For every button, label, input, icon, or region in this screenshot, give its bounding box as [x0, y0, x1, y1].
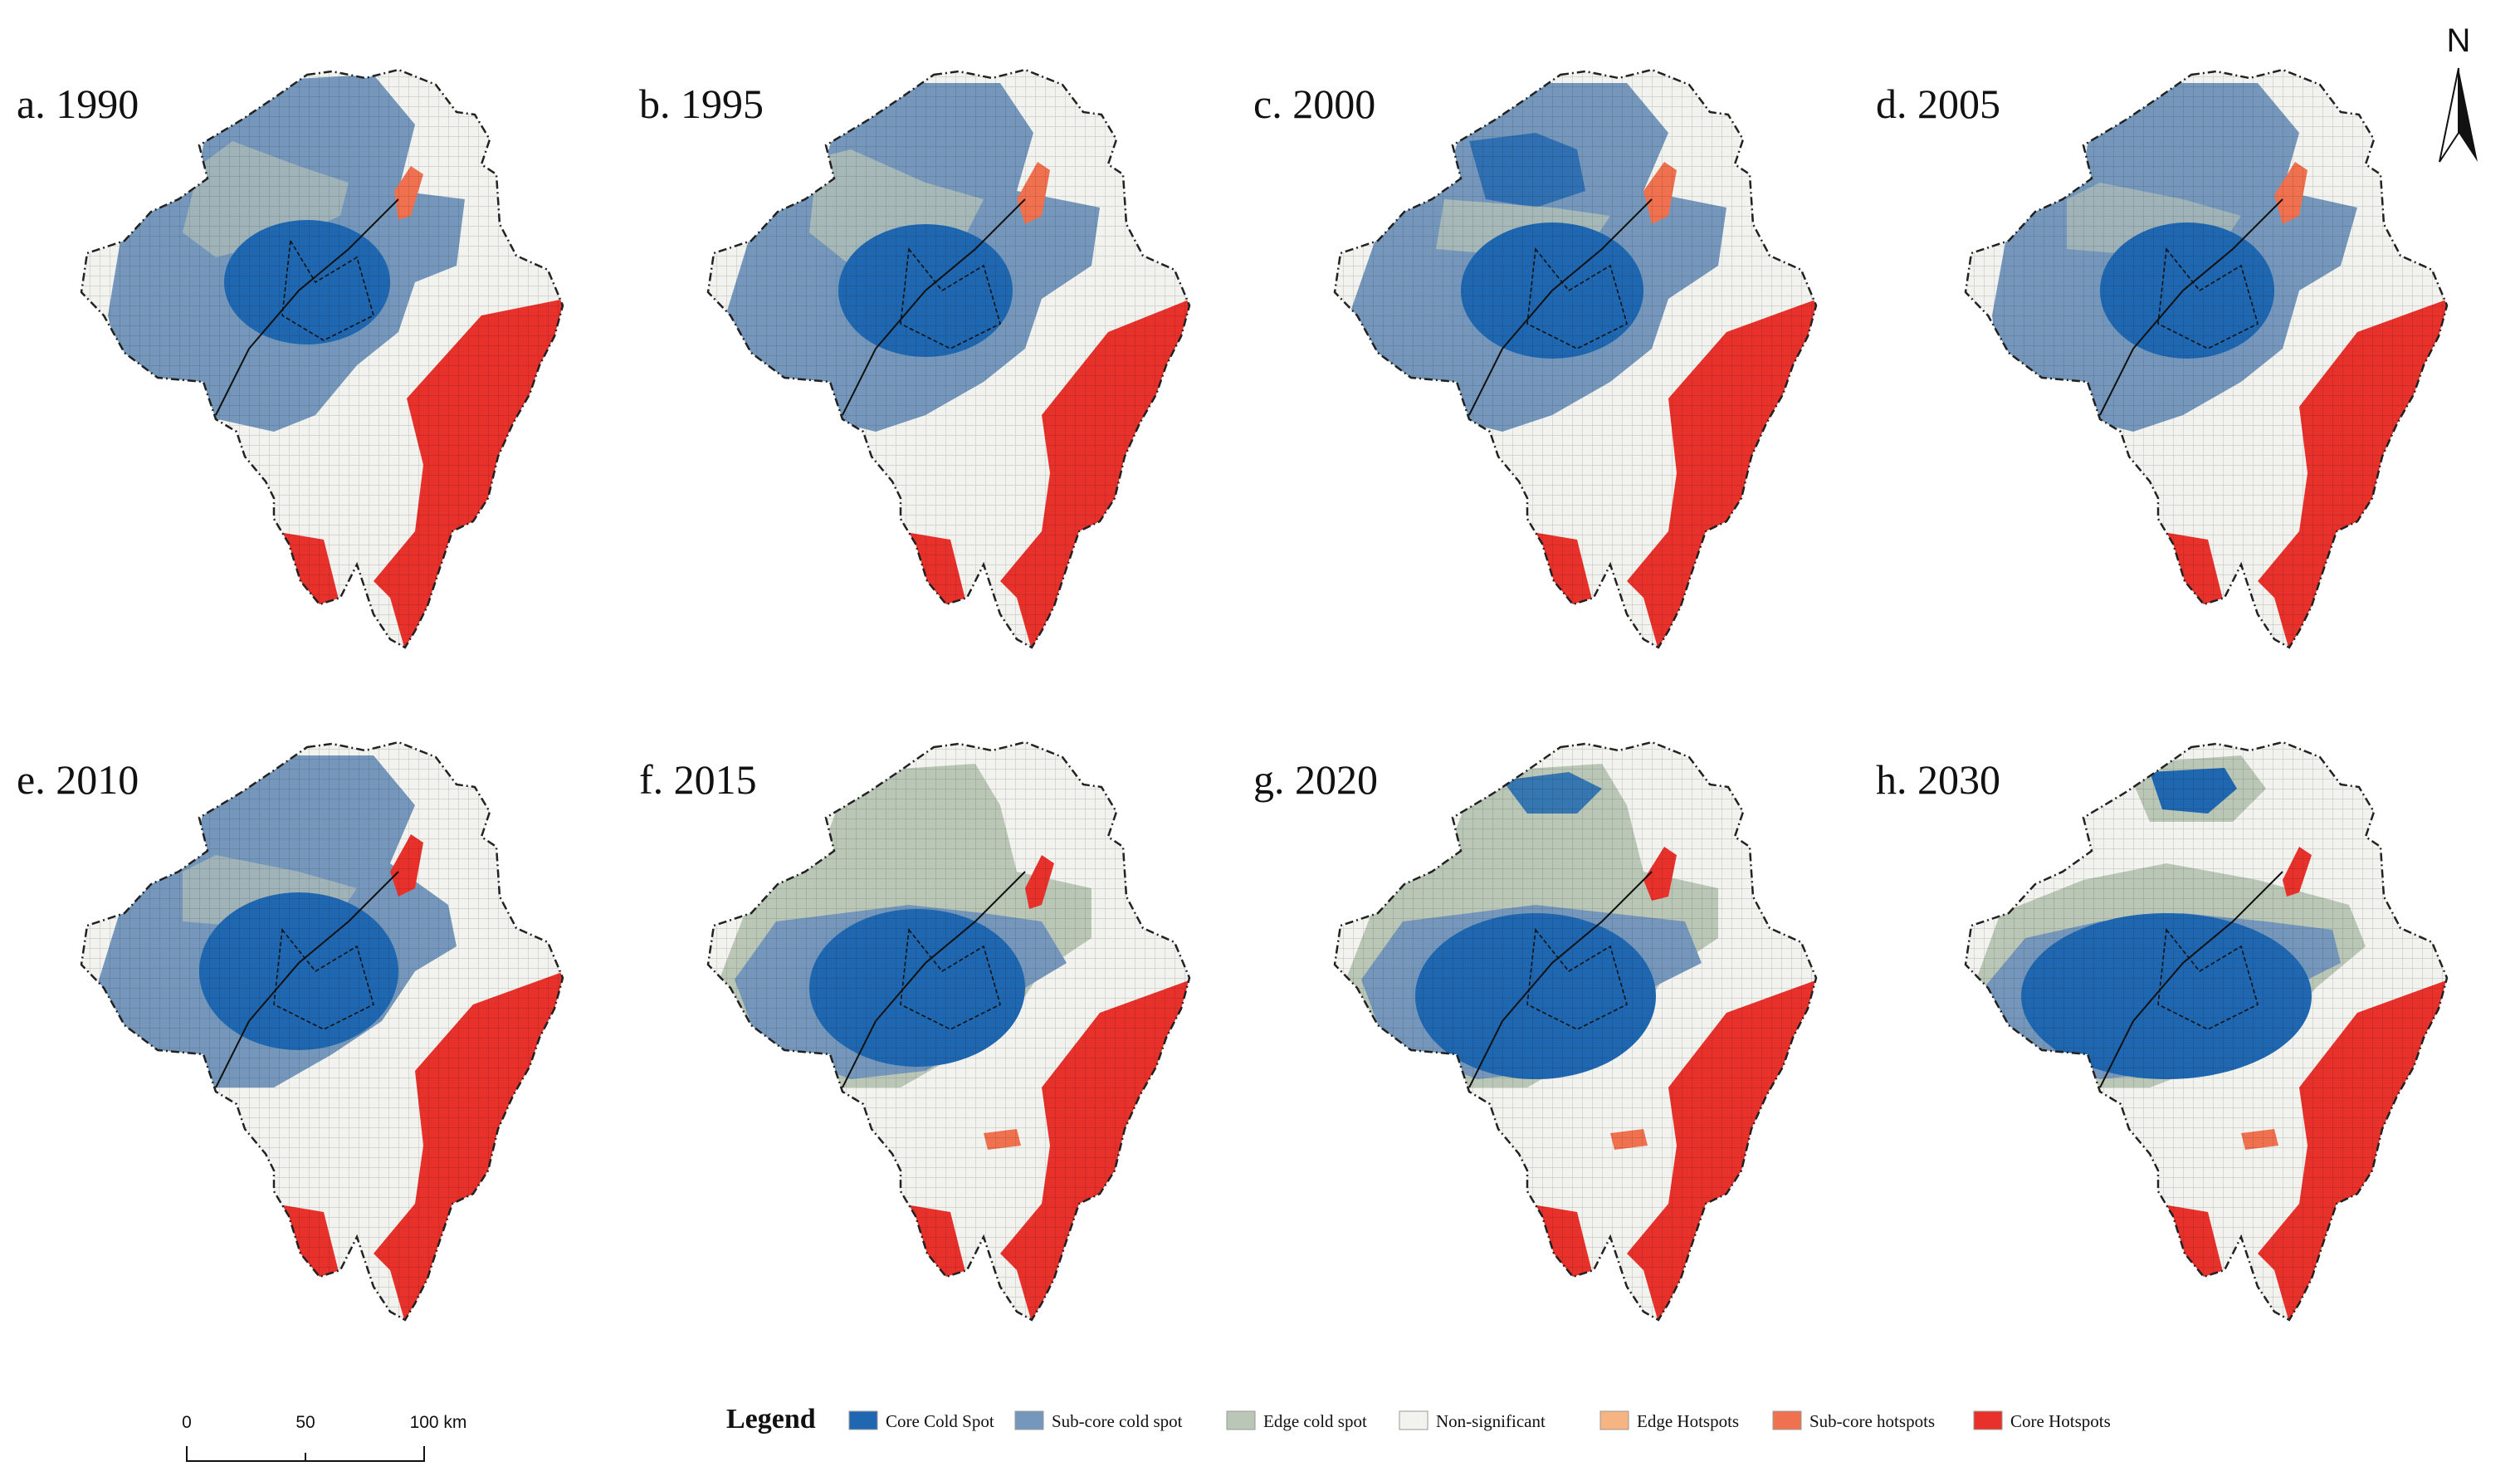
legend-label: Non-significant	[1436, 1411, 1546, 1431]
legend-swatch	[1226, 1410, 1256, 1430]
legend-item: Non-significant	[1399, 1410, 1546, 1431]
legend-swatch	[1973, 1410, 2003, 1430]
scale-label-100km: 100 km	[410, 1413, 467, 1432]
scale-bar: 0 50 100 km	[182, 1413, 467, 1462]
scale-label-50: 50	[295, 1413, 315, 1432]
map-panel-1995: b. 1995	[639, 68, 1191, 649]
panel-title: a. 1990	[17, 81, 139, 127]
legend-item: Core Hotspots	[1973, 1410, 2111, 1431]
map-panel-2030: h. 2030	[1876, 740, 2449, 1322]
map-panel-2000: c. 2000	[1253, 68, 1818, 649]
map-panel-2005: d. 2005	[1876, 68, 2449, 649]
legend-label: Core Hotspots	[2010, 1411, 2111, 1431]
legend-title: Legend	[726, 1404, 816, 1434]
scale-label-0: 0	[182, 1413, 192, 1432]
north-label: N	[2447, 22, 2471, 59]
legend-item: Core Cold Spot	[848, 1410, 994, 1431]
north-arrow-outline-icon	[2439, 67, 2459, 163]
legend-item: Sub-core cold spot	[1014, 1410, 1183, 1431]
legend-label: Edge cold spot	[1263, 1411, 1367, 1431]
legend-swatch	[1014, 1410, 1044, 1430]
legend-label: Edge Hotspots	[1637, 1411, 1739, 1431]
map-panel-2010: e. 2010	[17, 740, 564, 1322]
panel-title: h. 2030	[1876, 756, 2000, 803]
panel-title: b. 1995	[639, 81, 764, 127]
north-arrow-icon	[2459, 68, 2478, 162]
panel-title: f. 2015	[639, 756, 757, 803]
panel-title: c. 2000	[1253, 81, 1375, 127]
legend-label: Sub-core cold spot	[1052, 1411, 1183, 1431]
map-panel-2015: f. 2015	[639, 740, 1191, 1322]
legend-item: Edge cold spot	[1226, 1410, 1367, 1431]
legend-swatch	[848, 1410, 878, 1430]
legend-label: Core Cold Spot	[886, 1411, 994, 1431]
panel-title: e. 2010	[17, 756, 139, 803]
legend-swatch	[1399, 1410, 1428, 1430]
north-arrow: N	[2439, 22, 2478, 163]
map-panel-1990: a. 1990	[17, 68, 564, 649]
panel-title: d. 2005	[1876, 81, 2000, 127]
legend-swatch	[1772, 1410, 1802, 1430]
legend-swatch	[1599, 1410, 1629, 1430]
legend-item: Sub-core hotspots	[1772, 1410, 1935, 1431]
panel-title: g. 2020	[1253, 756, 1378, 803]
legend-item: Edge Hotspots	[1599, 1410, 1739, 1431]
legend: Legend Core Cold Spot Sub-core cold spot E…	[726, 1404, 2111, 1434]
legend-label: Sub-core hotspots	[1809, 1411, 1935, 1431]
map-panel-2020: g. 2020	[1253, 740, 1818, 1322]
